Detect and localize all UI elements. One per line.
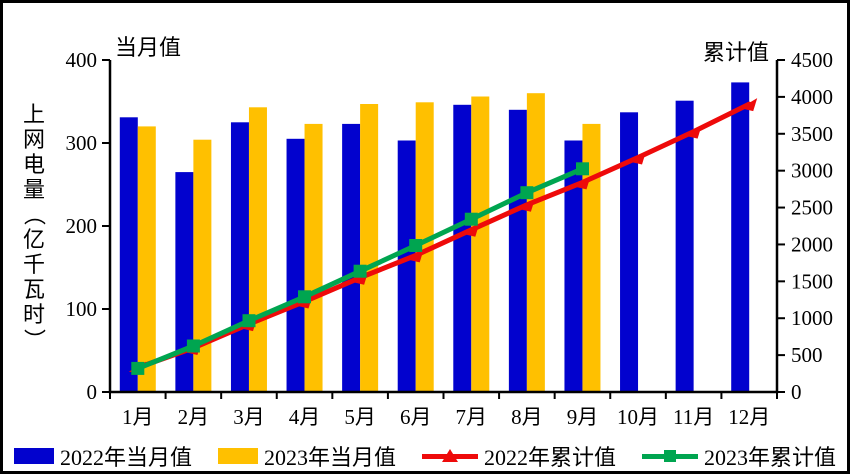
- bar-2022年当月值-5月: [342, 123, 361, 393]
- right-axis-tick-label-3000: 3000: [791, 159, 833, 183]
- legend-item-2023-monthly: 2023年当月值: [217, 440, 396, 471]
- marker-2023年累计值-9: [576, 162, 589, 176]
- right-axis-tick-label-3500: 3500: [791, 122, 833, 146]
- bar-2023年当月值-7月: [471, 96, 490, 392]
- bar-2022年当月值-6月: [397, 140, 416, 392]
- marker-2022年累计值-9: [573, 176, 591, 190]
- marker-2022年累计值-7: [462, 223, 480, 237]
- legend-label-2022-cumulative: 2022年累计值: [484, 445, 617, 470]
- legend-label-2023-cumulative: 2023年累计值: [704, 445, 837, 470]
- square-marker-icon: [664, 450, 677, 462]
- marker-2022年累计值-6: [406, 249, 424, 263]
- legend-item-2023-cumulative: 2023年累计值: [642, 440, 837, 471]
- legend-swatch-2022-monthly: [13, 448, 54, 464]
- x-axis-label-12月: 12月: [728, 405, 770, 429]
- bar-2023年当月值-6月: [415, 102, 434, 393]
- bar-2022年当月值-12月: [731, 82, 750, 393]
- left-axis-tick-label-400: 400: [66, 48, 98, 72]
- legend-label-2023-monthly: 2023年当月值: [263, 445, 396, 470]
- marker-2022年累计值-8: [517, 198, 535, 212]
- right-axis-tick-label-1000: 1000: [791, 306, 833, 330]
- y-axis-title-char: 量: [22, 177, 45, 202]
- x-axis-label-11月: 11月: [673, 405, 714, 429]
- bar-2023年当月值-2月: [193, 139, 212, 392]
- bar-2023年当月值-8月: [526, 93, 545, 392]
- y-axis-title-char: 网: [22, 127, 45, 152]
- marker-2022年累计值-12: [740, 98, 758, 112]
- legend-swatch-2023-monthly: [217, 448, 258, 464]
- marker-2023年累计值-3: [242, 314, 256, 328]
- right-axis-tick-label-4000: 4000: [791, 85, 833, 109]
- y-axis-title-char: 瓦: [22, 277, 45, 302]
- x-axis-label-8月: 8月: [511, 405, 543, 429]
- right-axis-header: 累计值: [703, 40, 770, 65]
- x-axis-label-9月: 9月: [567, 405, 599, 429]
- x-axis-label-1月: 1月: [122, 405, 154, 429]
- y-axis-title-char: （: [21, 203, 47, 226]
- bar-2022年当月值-7月: [453, 104, 472, 393]
- y-axis-title-char: 亿: [22, 227, 45, 252]
- line-2022年累计值: [135, 101, 752, 371]
- marker-2023年累计值-2: [186, 339, 200, 353]
- marker-2023年累计值-5: [353, 264, 367, 278]
- marker-2022年累计值-10: [629, 151, 646, 165]
- x-axis-label-10月: 10月: [617, 405, 659, 429]
- y-axis-title-char: 上: [22, 102, 45, 127]
- left-axis-tick-label-0: 0: [87, 380, 98, 404]
- right-axis-tick-label-500: 500: [791, 343, 823, 367]
- bar-2022年当月值-8月: [508, 109, 527, 393]
- bar-2022年当月值-4月: [286, 138, 305, 392]
- x-axis-label-4月: 4月: [289, 405, 321, 429]
- legend: 2022年当月值 2023年当月值 2022年累计值 2023年累计值: [3, 441, 847, 471]
- x-axis-label-6月: 6月: [400, 405, 432, 429]
- legend-item-2022-cumulative: 2022年累计值: [422, 440, 617, 471]
- y-axis-title-char: 时: [22, 302, 45, 327]
- left-axis-tick-label-200: 200: [66, 214, 98, 238]
- x-axis-label-2月: 2月: [178, 405, 210, 429]
- x-axis-label-3月: 3月: [233, 405, 265, 429]
- marker-2023年累计值-6: [409, 239, 423, 252]
- marker-2023年累计值-4: [298, 290, 311, 304]
- left-axis-header: 当月值: [115, 35, 182, 60]
- bar-2023年当月值-3月: [248, 107, 267, 393]
- bar-2023年当月值-5月: [360, 104, 379, 392]
- marker-2023年累计值-8: [520, 186, 534, 200]
- bar-2022年当月值-2月: [175, 172, 194, 392]
- legend-swatch-2023-cumulative: [642, 448, 699, 464]
- bar-2023年当月值-4月: [304, 123, 323, 393]
- y-axis-title: 上网电量（亿千瓦时）: [17, 102, 51, 352]
- legend-item-2022-monthly: 2022年当月值: [13, 440, 192, 471]
- right-axis-tick-label-1500: 1500: [791, 269, 833, 293]
- legend-swatch-2022-cumulative: [422, 448, 478, 464]
- marker-2023年累计值-1: [131, 361, 145, 375]
- x-axis-label-7月: 7月: [456, 405, 488, 429]
- bar-2022年当月值-9月: [564, 140, 583, 392]
- marker-2022年累计值-11: [684, 125, 702, 139]
- right-axis-tick-label-4500: 4500: [791, 48, 833, 72]
- y-axis-title-char: 千: [22, 252, 45, 277]
- bar-2022年当月值-3月: [230, 122, 249, 393]
- x-axis-label-5月: 5月: [344, 405, 376, 429]
- bar-2023年当月值-9月: [582, 123, 601, 393]
- left-axis-tick-label-300: 300: [66, 131, 98, 155]
- right-axis-tick-label-0: 0: [791, 380, 802, 404]
- bar-2022年当月值-10月: [620, 112, 639, 393]
- chart-canvas: 0100200300400050010001500200025003000350…: [66, 48, 834, 429]
- right-axis-tick-label-2500: 2500: [791, 196, 833, 220]
- legend-label-2022-monthly: 2022年当月值: [59, 445, 192, 470]
- y-axis-title-char: 电: [22, 152, 45, 177]
- triangle-marker-icon: [442, 449, 458, 462]
- bar-2023年当月值-1月: [137, 126, 156, 393]
- right-axis-tick-label-2000: 2000: [791, 232, 833, 256]
- bar-2022年当月值-11月: [675, 100, 694, 392]
- left-axis-tick-label-100: 100: [66, 297, 98, 321]
- y-axis-title-char: ）: [21, 328, 47, 351]
- marker-2023年累计值-7: [464, 212, 478, 226]
- bar-2022年当月值-1月: [119, 117, 138, 393]
